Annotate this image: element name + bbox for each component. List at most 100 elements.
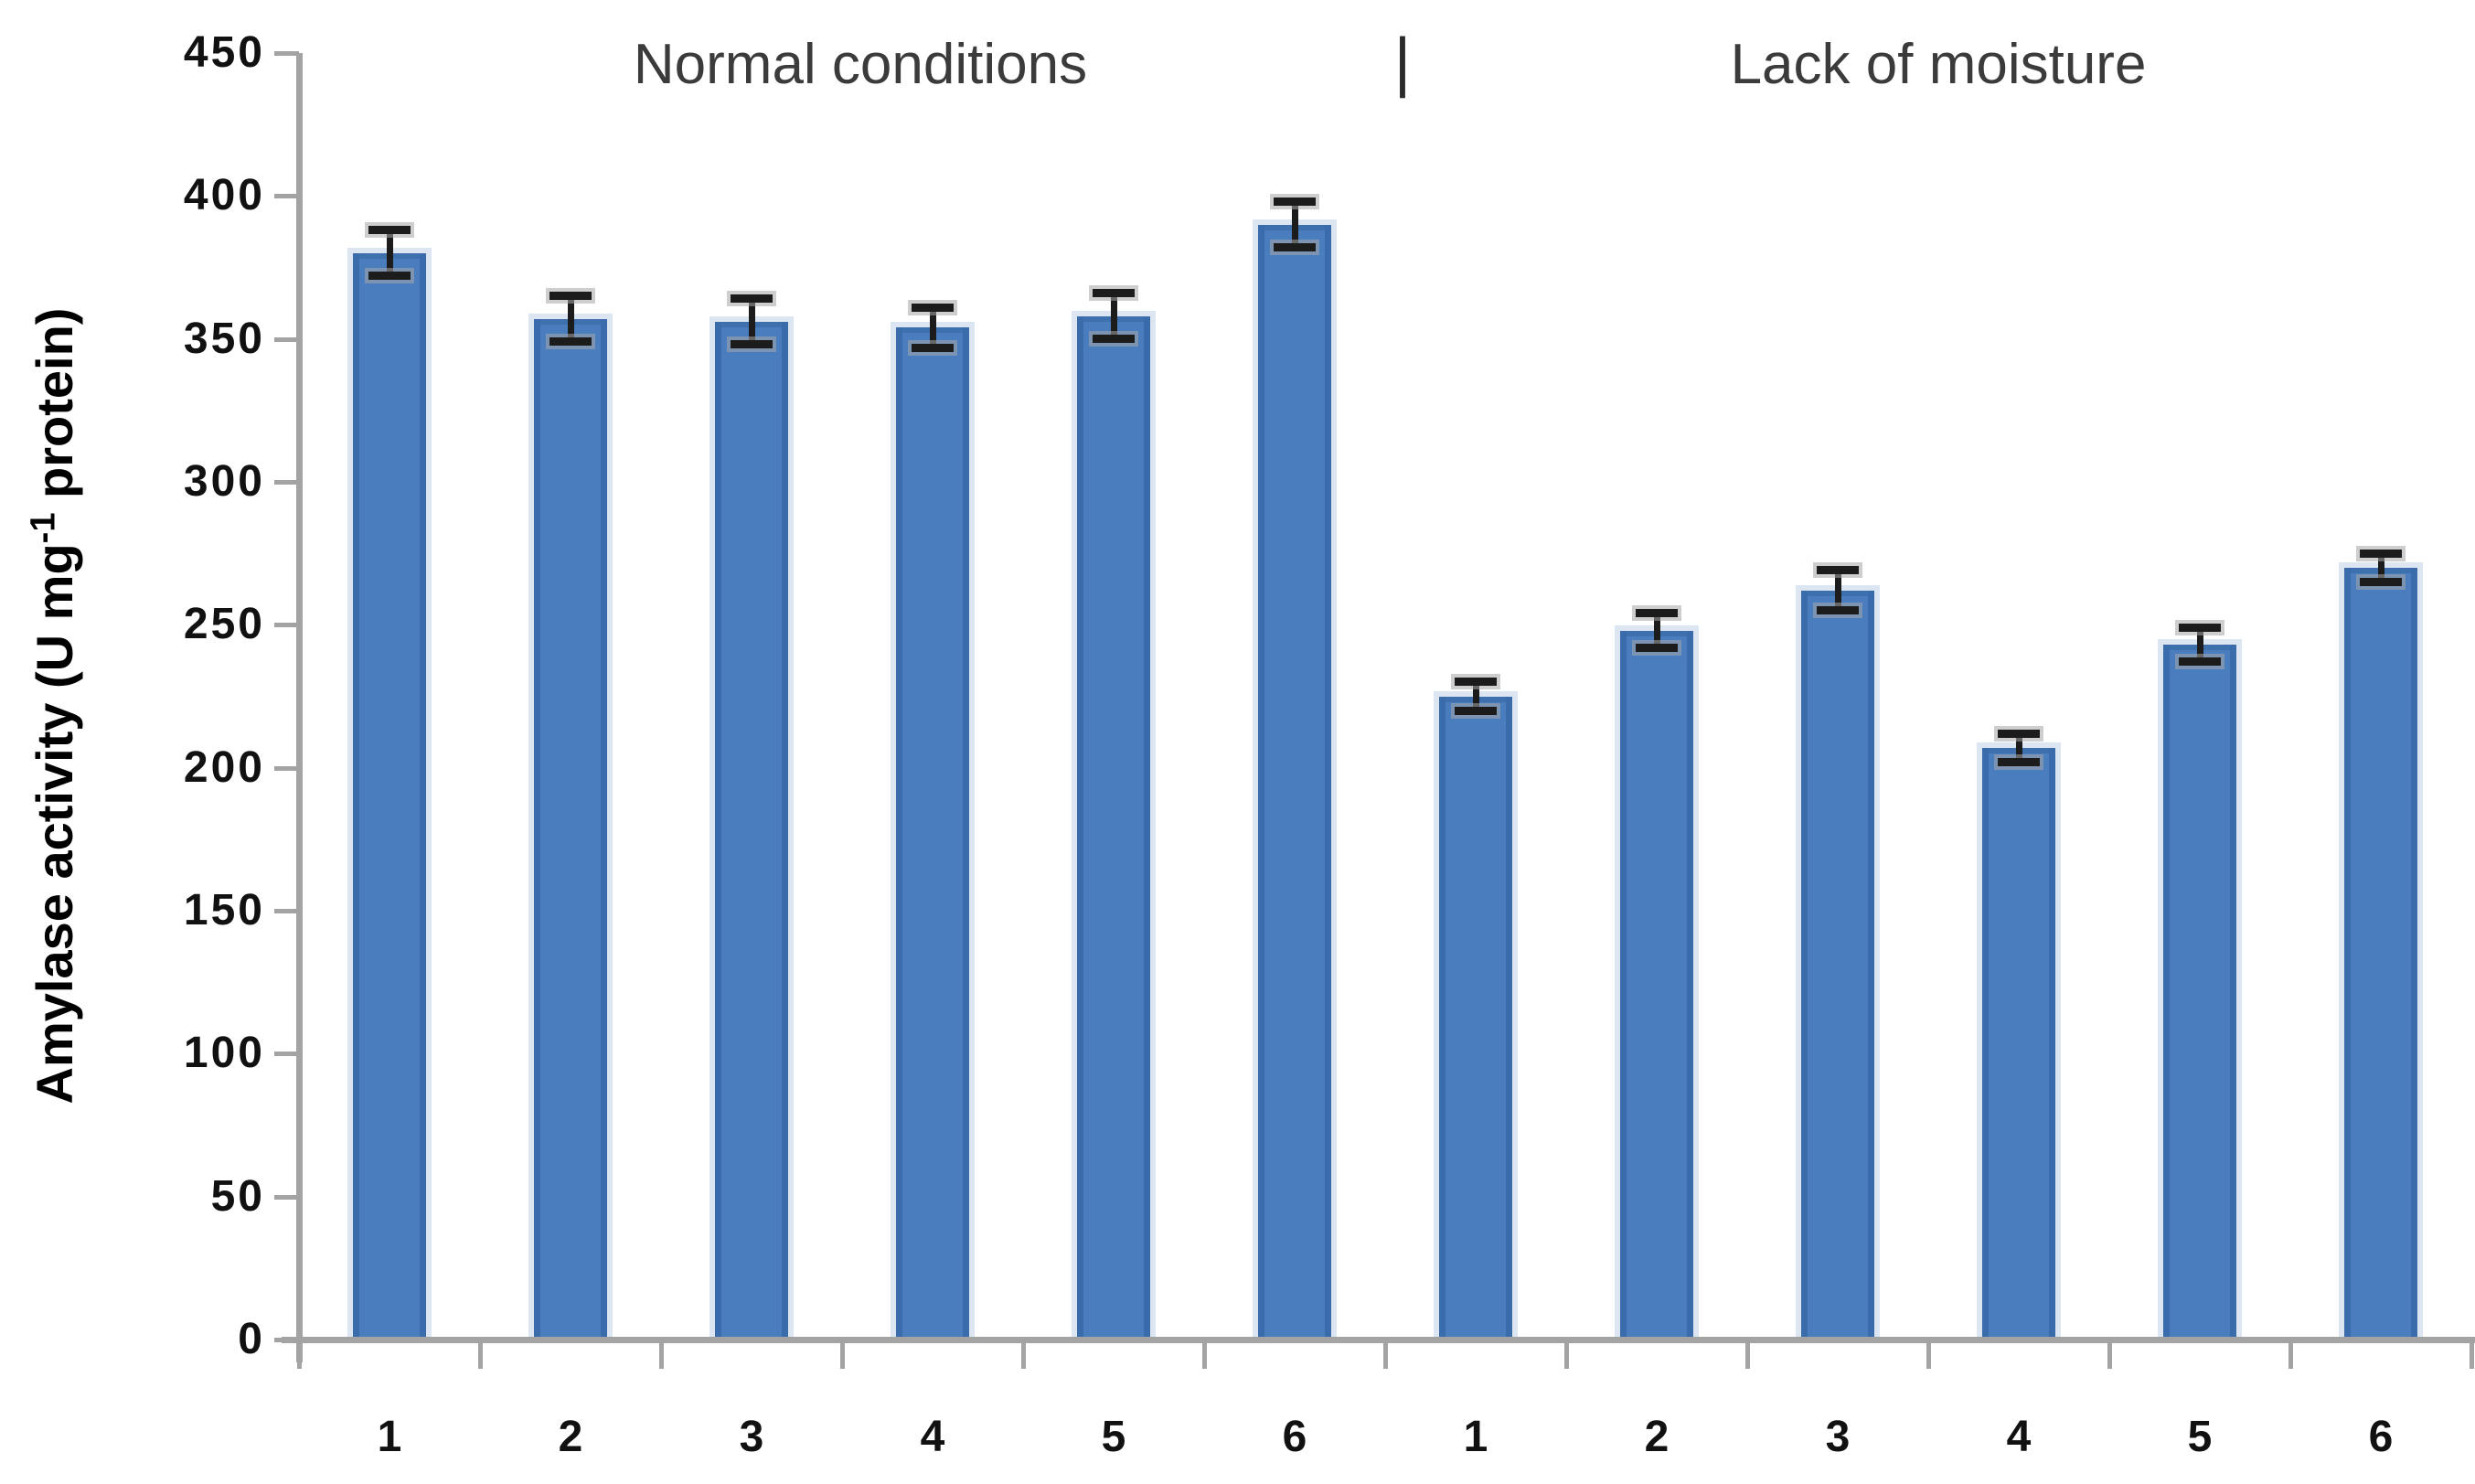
bar-normal-5 (1072, 310, 1156, 1337)
x-tick-label-normal-6: 6 (1282, 1413, 1307, 1461)
y-axis-line (296, 53, 303, 1362)
y-tick-label-250: 250 (183, 600, 265, 649)
x-tick-9 (1926, 1340, 1931, 1369)
error-cap-bottom-normal-1 (368, 272, 411, 281)
y-tick-200 (274, 765, 299, 771)
x-tick-10 (2107, 1340, 2112, 1369)
error-cap-bottom-normal-2 (549, 337, 592, 347)
error-cap-bottom-normal-6 (1274, 243, 1316, 252)
x-tick-4 (1021, 1340, 1026, 1369)
bar-moisture-5 (2158, 639, 2242, 1337)
y-tick-50 (274, 1194, 299, 1200)
error-bar-moisture-5 (2196, 627, 2203, 662)
x-tick-12 (2470, 1340, 2474, 1369)
error-cap-top-moisture-2 (1636, 609, 1678, 618)
error-cap-top-moisture-6 (2360, 549, 2402, 558)
y-tick-100 (274, 1052, 299, 1057)
x-tick-label-moisture-2: 2 (1644, 1413, 1670, 1461)
error-bar-normal-2 (567, 295, 574, 342)
error-bar-moisture-3 (1834, 570, 1841, 611)
bar-moisture-4 (1977, 742, 2061, 1337)
y-tick-label-300: 300 (183, 457, 265, 506)
x-tick-11 (2288, 1340, 2293, 1369)
bar-moisture-6 (2339, 561, 2423, 1337)
y-axis-title-superscript: -1 (24, 512, 63, 544)
y-tick-label-350: 350 (183, 314, 265, 363)
bar-moisture-1 (1434, 690, 1518, 1337)
group-header-normal-conditions: Normal conditions (633, 33, 1088, 96)
bar-normal-2 (528, 313, 613, 1337)
x-tick-label-normal-4: 4 (920, 1413, 945, 1461)
bar-normal-4 (891, 322, 975, 1337)
bar-normal-6 (1253, 219, 1337, 1337)
error-cap-bottom-moisture-3 (1817, 606, 1859, 615)
y-tick-label-0: 0 (238, 1315, 265, 1363)
error-cap-top-normal-4 (912, 303, 954, 312)
y-tick-label-200: 200 (183, 742, 265, 792)
y-axis-title: Amylase activity (U mg-1 protein) (16, 112, 93, 1300)
x-tick-label-moisture-3: 3 (1825, 1413, 1851, 1461)
x-tick-7 (1564, 1340, 1569, 1369)
x-tick-label-moisture-5: 5 (2187, 1413, 2213, 1461)
x-tick-label-moisture-4: 4 (2006, 1413, 2032, 1461)
x-tick-8 (1745, 1340, 1750, 1369)
group-header-lack-of-moisture: Lack of moisture (1730, 33, 2147, 96)
x-tick-label-normal-2: 2 (558, 1413, 583, 1461)
bar-normal-3 (709, 315, 794, 1337)
error-cap-bottom-normal-5 (1093, 335, 1135, 344)
error-bar-moisture-6 (2377, 553, 2384, 582)
y-tick-label-450: 450 (183, 28, 265, 77)
x-tick-label-moisture-6: 6 (2368, 1413, 2394, 1461)
x-tick-label-normal-3: 3 (739, 1413, 764, 1461)
x-tick-1 (478, 1340, 483, 1369)
x-tick-label-normal-1: 1 (377, 1413, 402, 1461)
error-bar-moisture-1 (1472, 681, 1479, 711)
error-cap-bottom-moisture-4 (1998, 757, 2040, 766)
error-cap-bottom-normal-3 (731, 340, 773, 349)
y-tick-label-150: 150 (183, 886, 265, 934)
y-tick-0 (274, 1338, 299, 1342)
y-tick-250 (274, 623, 299, 628)
y-tick-400 (274, 194, 299, 199)
bar-moisture-2 (1615, 625, 1699, 1337)
y-tick-label-50: 50 (210, 1171, 265, 1221)
error-bar-normal-3 (748, 298, 755, 345)
error-bar-normal-5 (1110, 293, 1117, 339)
x-tick-6 (1383, 1340, 1388, 1369)
bar-normal-1 (347, 247, 432, 1337)
error-cap-top-moisture-5 (2179, 623, 2221, 632)
x-tick-label-normal-5: 5 (1101, 1413, 1126, 1461)
x-tick-2 (659, 1340, 664, 1369)
group-separator: | (1393, 26, 1412, 99)
error-bar-moisture-4 (2015, 733, 2022, 763)
error-cap-top-normal-5 (1093, 289, 1135, 298)
error-bar-normal-4 (929, 307, 936, 348)
x-tick-0 (297, 1340, 302, 1369)
error-cap-bottom-moisture-2 (1636, 643, 1678, 652)
y-tick-label-100: 100 (183, 1029, 265, 1078)
error-bar-normal-6 (1291, 201, 1298, 248)
error-cap-top-normal-2 (549, 292, 592, 301)
error-cap-top-moisture-3 (1817, 566, 1859, 575)
error-cap-bottom-moisture-6 (2360, 577, 2402, 586)
error-cap-top-normal-6 (1274, 198, 1316, 207)
x-axis-line (282, 1337, 2475, 1343)
x-tick-5 (1202, 1340, 1207, 1369)
error-cap-top-normal-1 (368, 226, 411, 235)
y-tick-350 (274, 336, 299, 342)
error-cap-top-moisture-4 (1998, 729, 2040, 738)
error-cap-bottom-normal-4 (912, 343, 954, 352)
x-tick-3 (840, 1340, 845, 1369)
error-bar-normal-1 (386, 230, 393, 276)
bar-moisture-3 (1796, 584, 1880, 1337)
error-bar-moisture-2 (1653, 613, 1660, 648)
y-tick-150 (274, 909, 299, 913)
error-cap-top-normal-3 (731, 294, 773, 304)
error-cap-top-moisture-1 (1455, 678, 1497, 687)
y-tick-300 (274, 480, 299, 485)
y-tick-450 (274, 51, 299, 56)
x-tick-label-moisture-1: 1 (1463, 1413, 1488, 1461)
y-tick-label-400: 400 (183, 171, 265, 220)
error-cap-bottom-moisture-5 (2179, 657, 2221, 667)
